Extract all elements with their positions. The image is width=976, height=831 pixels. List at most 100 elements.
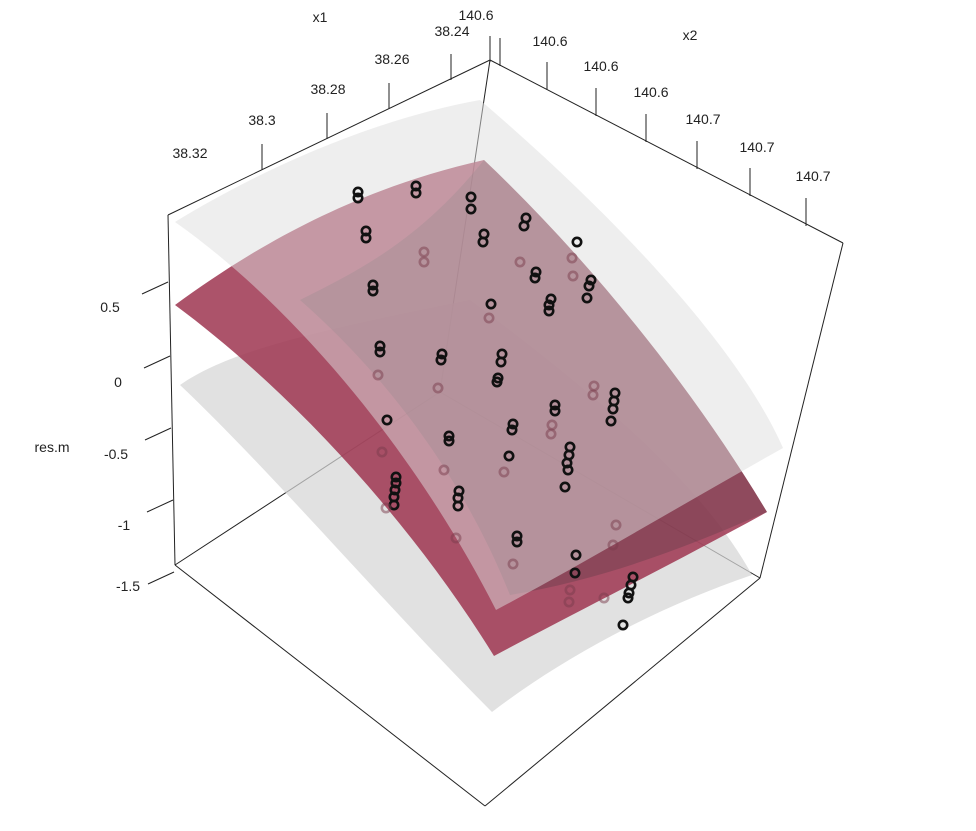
data-point	[549, 405, 561, 417]
upper-band-surface	[175, 100, 783, 610]
x2-tick-label: 140.7	[739, 139, 774, 155]
z-tick-label: -1	[118, 517, 131, 533]
z-tick-label: 0	[114, 374, 122, 390]
data-point	[511, 530, 523, 542]
data-point	[436, 348, 448, 360]
data-point-hidden	[607, 539, 619, 551]
data-point-hidden	[564, 584, 576, 596]
data-point	[559, 481, 571, 493]
data-point	[381, 414, 393, 426]
data-point	[530, 266, 542, 278]
data-point	[410, 180, 422, 192]
x2-axis-ticks: 140.6 140.6 140.6 140.6 140.7 140.7 140.7	[458, 7, 831, 226]
x1-tick-label: 38.28	[310, 81, 345, 97]
data-point-hidden	[483, 312, 495, 324]
data-point	[465, 191, 477, 203]
x1-axis-label: x1	[313, 9, 328, 25]
x2-tick-label: 140.6	[633, 84, 668, 100]
data-point-hidden	[380, 502, 392, 514]
data-point	[617, 619, 629, 631]
data-point-hidden	[563, 596, 575, 608]
data-point	[485, 298, 497, 310]
data-point-hidden	[418, 246, 430, 258]
data-point	[452, 500, 464, 512]
data-point	[360, 232, 372, 244]
z-tick-label: -0.5	[104, 446, 128, 462]
data-point	[491, 376, 503, 388]
data-point	[581, 292, 593, 304]
data-point-hidden	[545, 428, 557, 440]
x1-tick-label: 38.32	[172, 145, 207, 161]
data-point-hidden	[418, 256, 430, 268]
data-point-hidden	[498, 466, 510, 478]
data-point-hidden	[432, 382, 444, 394]
data-point-hidden	[566, 252, 578, 264]
x1-tick-label: 38.3	[248, 112, 275, 128]
data-point	[352, 192, 364, 204]
data-point	[443, 435, 455, 447]
data-point	[562, 464, 574, 476]
data-point	[543, 305, 555, 317]
data-point	[605, 415, 617, 427]
data-point	[435, 354, 447, 366]
data-point-hidden	[450, 532, 462, 544]
x2-tick-label: 140.6	[532, 33, 567, 49]
data-point	[569, 567, 581, 579]
data-point-hidden	[372, 369, 384, 381]
data-point	[410, 187, 422, 199]
data-point	[495, 356, 507, 368]
x1-tick-label: 38.26	[374, 51, 409, 67]
data-point	[507, 418, 519, 430]
x2-tick-label: 140.7	[685, 111, 720, 127]
data-point-hidden	[376, 446, 388, 458]
data-point-hidden	[587, 389, 599, 401]
data-point-hidden	[598, 592, 610, 604]
z-tick-mark	[147, 571, 175, 585]
data-point	[352, 186, 364, 198]
data-point	[545, 293, 557, 305]
z-tick-mark	[146, 499, 174, 513]
x1-axis-ticks: 38.32 38.3 38.28 38.26 38.24	[172, 23, 491, 170]
data-point	[518, 220, 530, 232]
data-point	[374, 346, 386, 358]
data-point	[367, 285, 379, 297]
data-point	[477, 236, 489, 248]
data-point	[585, 274, 597, 286]
data-point	[511, 536, 523, 548]
data-point	[571, 236, 583, 248]
data-point	[607, 403, 619, 415]
z-tick-mark	[143, 355, 171, 369]
z-tick-mark	[144, 427, 172, 441]
z-tick-label: -1.5	[116, 578, 140, 594]
data-point	[465, 203, 477, 215]
data-point	[360, 225, 372, 237]
box-front	[167, 59, 844, 807]
data-point	[443, 430, 455, 442]
data-point	[549, 399, 561, 411]
data-point-hidden	[610, 519, 622, 531]
data-point	[529, 272, 541, 284]
data-point	[543, 299, 555, 311]
data-point-hidden	[567, 270, 579, 282]
data-point	[622, 592, 634, 604]
z-axis-label: res.m	[35, 439, 70, 455]
x1-tick-label: 38.24	[434, 23, 469, 39]
data-point	[570, 549, 582, 561]
x2-axis-label: x2	[683, 27, 698, 43]
z-tick-mark	[141, 281, 169, 295]
data-point	[390, 471, 402, 483]
data-points	[352, 180, 639, 631]
data-point	[367, 279, 379, 291]
data-point	[374, 340, 386, 352]
x2-tick-label: 140.6	[583, 58, 618, 74]
x2-tick-label: 140.7	[795, 168, 830, 184]
z-tick-label: 0.5	[100, 299, 120, 315]
data-point-hidden	[507, 558, 519, 570]
data-point-hidden	[514, 256, 526, 268]
data-point	[503, 450, 515, 462]
z-axis-ticks: 0.5 0 -0.5 -1 -1.5	[100, 281, 175, 594]
data-point	[506, 424, 518, 436]
x2-tick-label: 140.6	[458, 7, 493, 23]
data-point	[623, 587, 635, 599]
